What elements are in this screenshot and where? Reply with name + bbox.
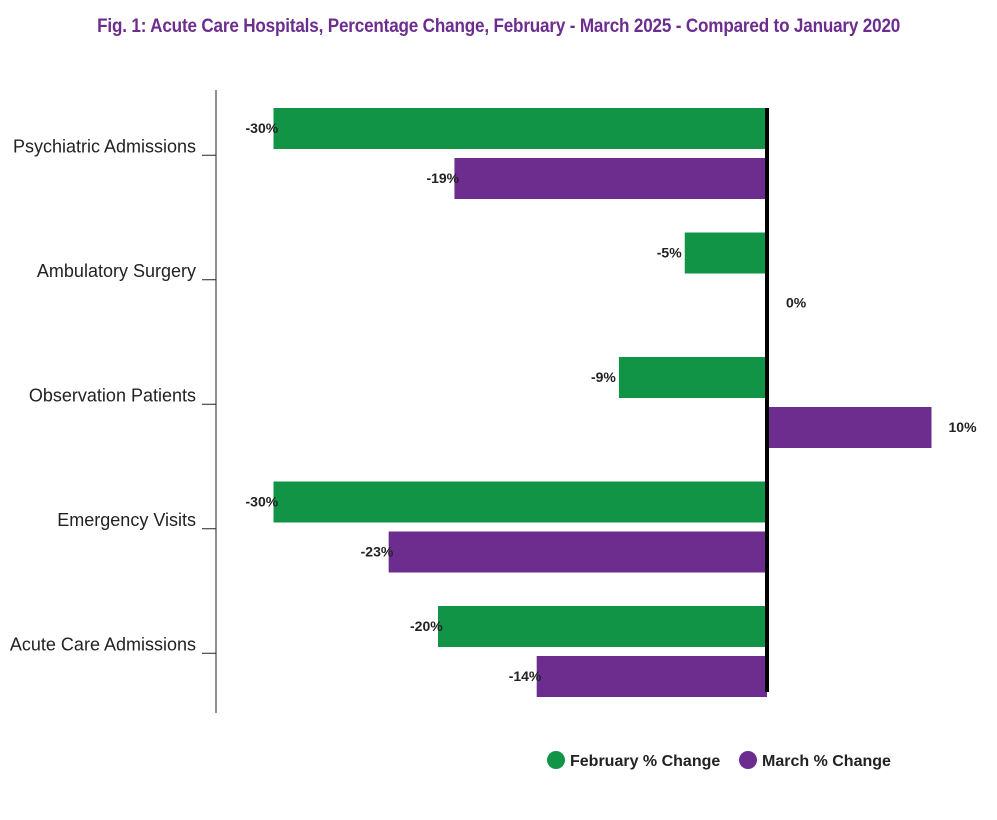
data-label: -30% <box>246 494 279 510</box>
data-label: -9% <box>591 369 616 385</box>
chart-title: Fig. 1: Acute Care Hospitals, Percentage… <box>97 16 901 37</box>
data-label: 10% <box>949 419 978 435</box>
data-label: -23% <box>361 544 394 560</box>
bars-layer <box>202 90 932 713</box>
labels-layer: Psychiatric Admissions -30% -19% Ambulatory… <box>10 120 977 684</box>
legend-swatch <box>547 751 565 769</box>
category-label: Acute Care Admissions <box>10 634 196 654</box>
bar <box>618 357 767 398</box>
bar <box>438 606 767 647</box>
category-label: Psychiatric Admissions <box>13 136 196 156</box>
legend-swatch <box>739 751 757 769</box>
bar <box>767 407 932 448</box>
bar <box>454 158 767 199</box>
data-label: 0% <box>786 295 807 311</box>
legend: February % Change March % Change <box>547 751 891 770</box>
category-label: Ambulatory Surgery <box>37 261 196 281</box>
category-label: Emergency Visits <box>57 510 196 530</box>
bar <box>273 108 767 149</box>
bar <box>536 656 767 697</box>
data-label: -20% <box>410 618 443 634</box>
data-label: -19% <box>426 170 459 186</box>
data-label: -5% <box>657 245 682 261</box>
data-label: -30% <box>246 120 279 136</box>
bar <box>684 232 767 274</box>
legend-label: February % Change <box>570 753 720 770</box>
legend-label: March % Change <box>762 753 891 770</box>
bar <box>273 481 767 523</box>
category-label: Observation Patients <box>29 385 196 405</box>
bar <box>388 531 767 573</box>
data-label: -14% <box>509 668 542 684</box>
